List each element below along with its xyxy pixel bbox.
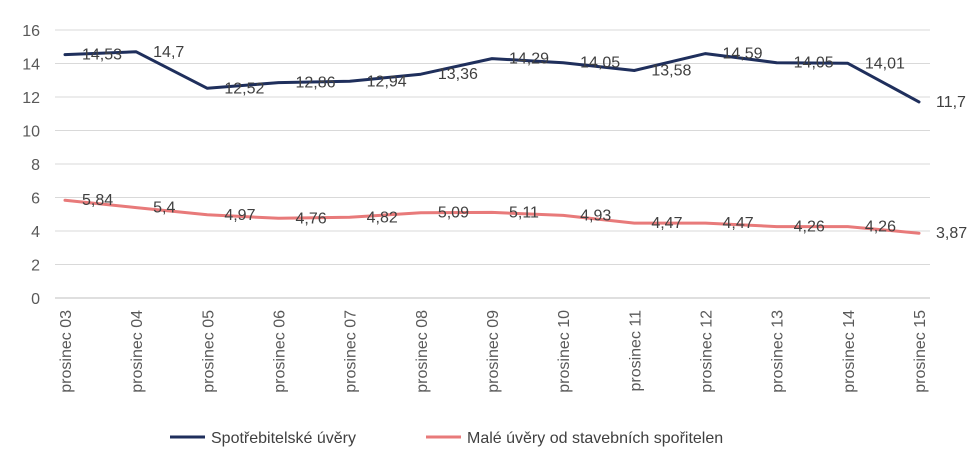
data-label-spotrebitelske: 12,52	[224, 80, 264, 97]
legend-item: Malé úvěry od stavebních spořitelen	[426, 430, 723, 447]
data-label-male-uvery: 4,97	[224, 207, 255, 224]
data-label-male-uvery: 4,93	[580, 207, 611, 224]
y-tick-label: 2	[31, 258, 40, 275]
x-tick-label: prosinec 08	[414, 310, 431, 393]
data-label-male-uvery: 4,47	[723, 215, 754, 232]
series-line-male-uvery	[63, 198, 921, 235]
legend-label: Spotřebitelské úvěry	[211, 430, 356, 447]
data-label-spotrebitelske: 14,29	[509, 51, 549, 68]
y-tick-label: 14	[22, 57, 40, 74]
x-tick-label: prosinec 09	[485, 310, 502, 393]
y-tick-label: 12	[22, 90, 40, 107]
data-label-spotrebitelske: 14,53	[82, 47, 122, 64]
data-label-spotrebitelske: 11,71	[936, 94, 967, 111]
x-tick-label: prosinec 04	[129, 310, 146, 393]
series-lines	[63, 50, 921, 235]
data-label-male-uvery: 4,76	[296, 210, 327, 227]
data-label-spotrebitelske: 14,05	[580, 55, 620, 72]
x-tick-label: prosinec 10	[556, 310, 573, 393]
data-label-spotrebitelske: 14,01	[865, 55, 905, 72]
data-label-male-uvery: 5,09	[438, 205, 469, 222]
y-tick-label: 16	[22, 23, 40, 40]
data-label-spotrebitelske: 12,86	[296, 75, 336, 92]
data-label-male-uvery: 4,47	[651, 215, 682, 232]
x-tick-label: prosinec 15	[912, 310, 929, 393]
y-tick-label: 8	[31, 157, 40, 174]
x-tick-label: prosinec 11	[627, 310, 644, 392]
data-label-male-uvery: 4,82	[367, 209, 398, 226]
data-label-male-uvery: 4,26	[794, 219, 825, 236]
data-label-male-uvery: 5,84	[82, 192, 113, 209]
y-tick-label: 6	[31, 191, 40, 208]
data-label-spotrebitelske: 13,36	[438, 66, 478, 83]
x-tick-label: prosinec 12	[699, 310, 716, 393]
legend: Spotřebitelské úvěry Malé úvěry od staveb…	[170, 430, 723, 447]
data-label-spotrebitelske: 14,7	[153, 44, 184, 61]
data-label-male-uvery: 5,4	[153, 200, 175, 217]
legend-item: Spotřebitelské úvěry	[170, 430, 356, 447]
y-axis: 0 2 4 6 8 10 12 14 16	[22, 23, 40, 308]
data-label-male-uvery: 5,11	[509, 204, 539, 221]
y-tick-label: 4	[31, 224, 40, 241]
x-axis: prosinec 03 prosinec 04 prosinec 05 prosine…	[58, 310, 929, 393]
x-tick-label: prosinec 06	[272, 310, 289, 393]
x-tick-label: prosinec 03	[58, 310, 75, 393]
data-labels: 14,53 14,7 12,52 12,86 12,94 13,36 14,29 14,05 1…	[82, 44, 967, 242]
x-tick-label: prosinec 07	[343, 310, 360, 393]
y-tick-label: 10	[22, 124, 40, 141]
x-tick-label: prosinec 13	[770, 310, 787, 393]
gridlines	[55, 29, 930, 299]
data-label-spotrebitelske: 13,58	[651, 63, 691, 80]
y-tick-label: 0	[31, 291, 40, 308]
legend-label: Malé úvěry od stavebních spořitelen	[467, 430, 723, 447]
x-tick-label: prosinec 05	[200, 310, 217, 393]
x-tick-label: prosinec 14	[841, 310, 858, 393]
data-label-spotrebitelske: 14,59	[723, 46, 763, 63]
data-label-male-uvery: 4,26	[865, 219, 896, 236]
data-label-male-uvery: 3,87	[936, 225, 967, 242]
data-label-spotrebitelske: 12,94	[367, 73, 407, 90]
data-label-spotrebitelske: 14,05	[794, 55, 834, 72]
series-line-spotrebitelske	[63, 50, 921, 104]
